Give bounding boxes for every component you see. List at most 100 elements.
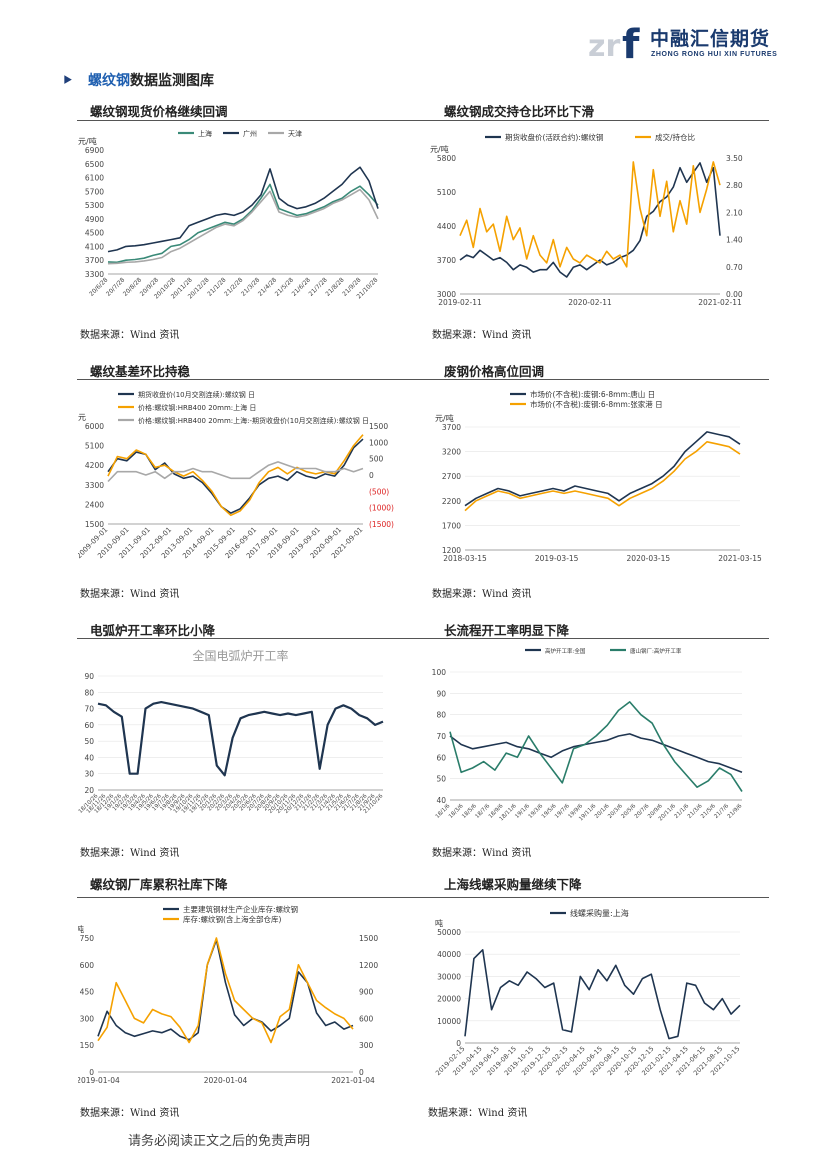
legend-label: 高炉开工率:全国: [545, 647, 586, 655]
y2-tick-label: 600: [359, 1014, 374, 1023]
panel-source-2: 数据来源：Wind 资讯: [432, 330, 532, 341]
y-tick-label: 0: [89, 1068, 94, 1077]
y-tick-label: 150: [80, 1041, 95, 1050]
y-tick-label: 2200: [442, 497, 461, 506]
y2-tick-label: (500): [369, 487, 389, 496]
y-axis-label: 万吨: [78, 924, 84, 934]
y-tick-label: 3700: [437, 256, 456, 265]
panel-source-4: 数据来源：Wind 资讯: [432, 589, 532, 600]
y-tick-label: 6900: [85, 146, 104, 155]
logo-mark-f: f: [622, 22, 640, 64]
y-tick-label: 6000: [85, 422, 104, 431]
disclaimer-note: 请务必阅读正文之后的免责声明: [128, 1134, 311, 1149]
legend-label: 上海: [198, 129, 212, 138]
series-line-2: [107, 166, 379, 253]
legend-label: 期货收盘价(活跃合约):螺纹钢: [505, 132, 603, 142]
y-tick-label: 40: [84, 753, 94, 762]
chart-title: 全国电弧炉开工率: [192, 648, 288, 663]
panel-title-2: 螺纹钢成交持仓比环比下滑: [444, 104, 595, 119]
y-tick-label: 70: [436, 732, 446, 741]
y2-tick-label: 0: [369, 471, 374, 480]
y-tick-label: 1200: [442, 546, 461, 555]
x-tick-label: 2019-03-15: [535, 554, 579, 563]
x-tick-label: 2019-01-04: [78, 1076, 120, 1085]
panel-title-1: 螺纹钢现货价格继续回调: [90, 104, 228, 119]
panel-title-8: 上海线螺采购量继续下降: [444, 877, 582, 892]
row-divider: [77, 638, 769, 639]
y-tick-label: 450: [80, 988, 95, 997]
y-tick-label: 300: [80, 1014, 95, 1023]
y-tick-label: 50: [436, 775, 446, 784]
series-line-1: [97, 938, 354, 1041]
zrf-logo-mark: zr f: [588, 22, 640, 68]
legend-label: 唐山钢厂:高炉开工率: [630, 647, 682, 655]
bullet-arrow-icon: ⯈: [62, 73, 74, 89]
y-tick-label: 3700: [442, 423, 461, 432]
y-tick-label: 6100: [85, 174, 104, 183]
panel-source-1: 数据来源：Wind 资讯: [80, 330, 180, 341]
y-axis-label: 元/吨: [78, 136, 97, 146]
y-tick-label: 5700: [85, 187, 104, 196]
y-axis-label: 元/吨: [430, 144, 449, 154]
series-line-2: [107, 434, 364, 517]
y-tick-label: 4500: [85, 229, 104, 238]
y-tick-label: 40: [436, 796, 446, 805]
legend-label: 价格:螺纹钢:HRB400 20mm:上海 日: [138, 403, 256, 412]
x-tick-label: 2021-01-04: [331, 1076, 375, 1085]
y-tick-label: 70: [84, 705, 94, 714]
series-line-1: [464, 431, 741, 507]
y-tick-label: 80: [84, 688, 94, 697]
y2-tick-label: 900: [359, 988, 374, 997]
panel-title-3: 螺纹基差环比持稳: [90, 364, 191, 379]
y-tick-label: 4400: [437, 222, 456, 231]
y2-tick-label: 0: [359, 1068, 364, 1077]
y2-tick-label: 1500: [369, 422, 388, 431]
company-logo: zr f: [588, 22, 788, 68]
y-tick-label: 20000: [437, 995, 461, 1004]
x-tick-label: 2020-01-04: [204, 1076, 248, 1085]
panel-title-4: 废钢价格高位回调: [444, 364, 545, 379]
y-tick-label: 5100: [437, 188, 456, 197]
y-axis-label: 元: [78, 413, 86, 422]
series-line-1: [107, 438, 364, 514]
y2-tick-label: (1000): [369, 504, 394, 513]
y-tick-label: 90: [84, 672, 94, 681]
legend-label: 市场价(不含税):废钢:6-8mm:唐山 日: [530, 389, 655, 399]
y-tick-label: 5800: [437, 154, 456, 163]
panel-source-5: 数据来源：Wind 资讯: [80, 848, 180, 859]
legend-label: 期货收盘价(10月交割连续):螺纹钢 日: [138, 390, 255, 399]
x-tick-label: 2021-03-15: [718, 554, 762, 563]
y2-tick-label: 0.70: [726, 263, 743, 272]
y-tick-label: 3300: [85, 270, 104, 279]
y-tick-label: 60: [436, 753, 446, 762]
chart-shanghai-purchase: 吨500004000030000200001000002019-02-15201…: [434, 908, 741, 1077]
y-tick-label: 3700: [85, 256, 104, 265]
section-title: ⯈ 螺纹钢数据监测图库: [62, 70, 214, 90]
x-tick-label: 2020-03-15: [627, 554, 671, 563]
series-line-1: [449, 733, 743, 774]
y-tick-label: 5300: [85, 201, 104, 210]
legend-label: 市场价(不含税):废钢:6-8mm:张家港 日: [530, 399, 663, 409]
series-line-3: [107, 188, 379, 265]
series-line-2: [464, 440, 741, 512]
y-tick-label: 3300: [85, 481, 104, 490]
series-line-2: [449, 701, 743, 792]
legend-label: 线螺采购量:上海: [570, 908, 629, 918]
y-tick-label: 20: [84, 786, 94, 795]
y-tick-label: 100: [432, 668, 447, 677]
y-tick-label: 2700: [442, 472, 461, 481]
section-title-highlight: 螺纹钢: [88, 73, 130, 89]
y2-tick-label: 500: [369, 455, 384, 464]
legend-label: 库存:螺纹钢(含上海全部仓库): [183, 914, 281, 924]
y-tick-label: 5100: [85, 442, 104, 451]
series-line-2: [459, 161, 721, 268]
y2-tick-label: 300: [359, 1041, 374, 1050]
series-line-2: [97, 937, 354, 1044]
y-tick-label: 6500: [85, 160, 104, 169]
row-divider: [77, 897, 769, 898]
x-tick-label: 2020-02-11: [568, 298, 612, 307]
panel-source-6: 数据来源：Wind 资讯: [432, 848, 532, 859]
